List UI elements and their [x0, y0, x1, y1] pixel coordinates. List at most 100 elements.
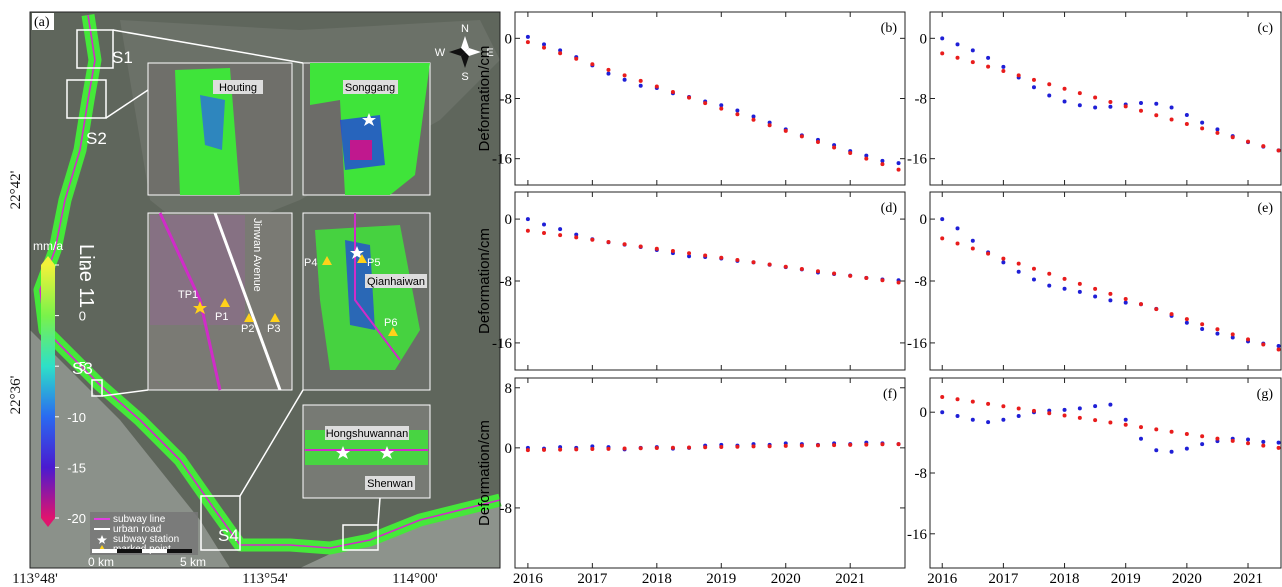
data-point	[1124, 423, 1128, 427]
data-point	[526, 217, 530, 221]
data-point	[1170, 106, 1174, 110]
scale-label: 5 km	[180, 555, 206, 569]
panel-label: (d)	[881, 201, 898, 216]
inset-label: Songgang	[345, 82, 395, 94]
data-point	[1261, 144, 1265, 148]
data-point	[1017, 73, 1021, 77]
y-tick-label: -8	[500, 92, 513, 108]
data-point	[1047, 411, 1051, 415]
data-point	[542, 223, 546, 227]
data-point	[940, 217, 944, 221]
data-point	[800, 134, 804, 138]
data-point	[1246, 140, 1250, 144]
lon-label: 114°00'	[392, 571, 438, 587]
data-point	[558, 448, 562, 452]
y-tick-label: -16	[907, 152, 927, 168]
data-point	[1001, 65, 1005, 69]
data-point	[1277, 344, 1281, 348]
y-tick-label: 0	[920, 212, 928, 228]
data-point	[800, 267, 804, 271]
data-point	[1078, 103, 1082, 107]
data-point	[1139, 101, 1143, 105]
y-tick-label: 0	[920, 405, 928, 421]
y-tick-label: -8	[915, 92, 928, 108]
data-point	[735, 109, 739, 113]
point-label: P3	[267, 323, 280, 335]
plot-area	[526, 217, 901, 284]
data-point	[687, 251, 691, 255]
panel-label: (g)	[1257, 387, 1274, 402]
data-point	[671, 446, 675, 450]
data-point	[832, 145, 836, 149]
data-point	[880, 442, 884, 446]
y-tick-label: -8	[500, 501, 513, 517]
point-label: P4	[304, 257, 317, 269]
data-point	[956, 56, 960, 60]
data-point	[784, 129, 788, 133]
data-point	[526, 35, 530, 39]
data-point	[623, 73, 627, 77]
panel-label: (a)	[34, 15, 50, 30]
data-point	[832, 443, 836, 447]
y-axis-label: Deformation/cm	[476, 228, 493, 334]
data-point	[1246, 438, 1250, 442]
x-tick-label: 2019	[1111, 571, 1141, 587]
scale-label: 0 km	[88, 555, 114, 569]
plot-area	[940, 36, 1282, 157]
data-point	[1185, 113, 1189, 117]
data-point	[1154, 307, 1158, 311]
data-point	[735, 258, 739, 262]
data-point	[671, 90, 675, 94]
data-point	[1231, 135, 1235, 139]
data-point	[940, 395, 944, 399]
data-point	[897, 442, 901, 446]
data-point	[719, 107, 723, 111]
data-point	[986, 402, 990, 406]
data-point	[1170, 450, 1174, 454]
data-point	[1246, 441, 1250, 445]
data-point	[1277, 148, 1281, 152]
data-point	[1277, 441, 1281, 445]
data-point	[655, 446, 659, 450]
x-tick-label: 2016	[927, 571, 958, 587]
data-point	[526, 448, 530, 452]
data-point	[719, 256, 723, 260]
page: {"map": { "panel_label": "(a)", "x_axis_…	[0, 0, 1282, 587]
axes-frame	[515, 192, 905, 370]
data-point	[940, 236, 944, 240]
x-tick-label: 2019	[706, 571, 736, 587]
inset-label: Hongshuwannan	[326, 428, 409, 440]
data-point	[1261, 440, 1265, 444]
data-point	[1047, 82, 1051, 86]
data-point	[816, 443, 820, 447]
inset-label: Shenwan	[367, 478, 413, 490]
data-point	[816, 140, 820, 144]
data-point	[971, 48, 975, 52]
data-point	[971, 418, 975, 422]
data-point	[986, 252, 990, 256]
data-point	[1017, 262, 1021, 266]
data-point	[864, 276, 868, 280]
compass-label: N	[461, 23, 469, 35]
axes-frame	[515, 378, 905, 568]
data-point	[1200, 434, 1204, 438]
compass-label: S	[461, 71, 468, 83]
data-point	[1139, 425, 1143, 429]
data-point	[752, 118, 756, 122]
data-point	[971, 246, 975, 250]
data-point	[1001, 260, 1005, 264]
data-point	[1108, 105, 1112, 109]
data-point	[1215, 131, 1219, 135]
data-point	[542, 448, 546, 452]
data-point	[1032, 409, 1036, 413]
data-point	[735, 445, 739, 449]
y-tick-label: 0	[505, 441, 513, 457]
chart-panel: 0-8-16(d)Deformation/cm	[476, 192, 905, 370]
data-point	[639, 446, 643, 450]
data-point	[558, 51, 562, 55]
data-point	[1185, 321, 1189, 325]
data-point	[1108, 403, 1112, 407]
site-label: S4	[218, 526, 239, 545]
data-point	[816, 269, 820, 273]
data-point	[940, 51, 944, 55]
